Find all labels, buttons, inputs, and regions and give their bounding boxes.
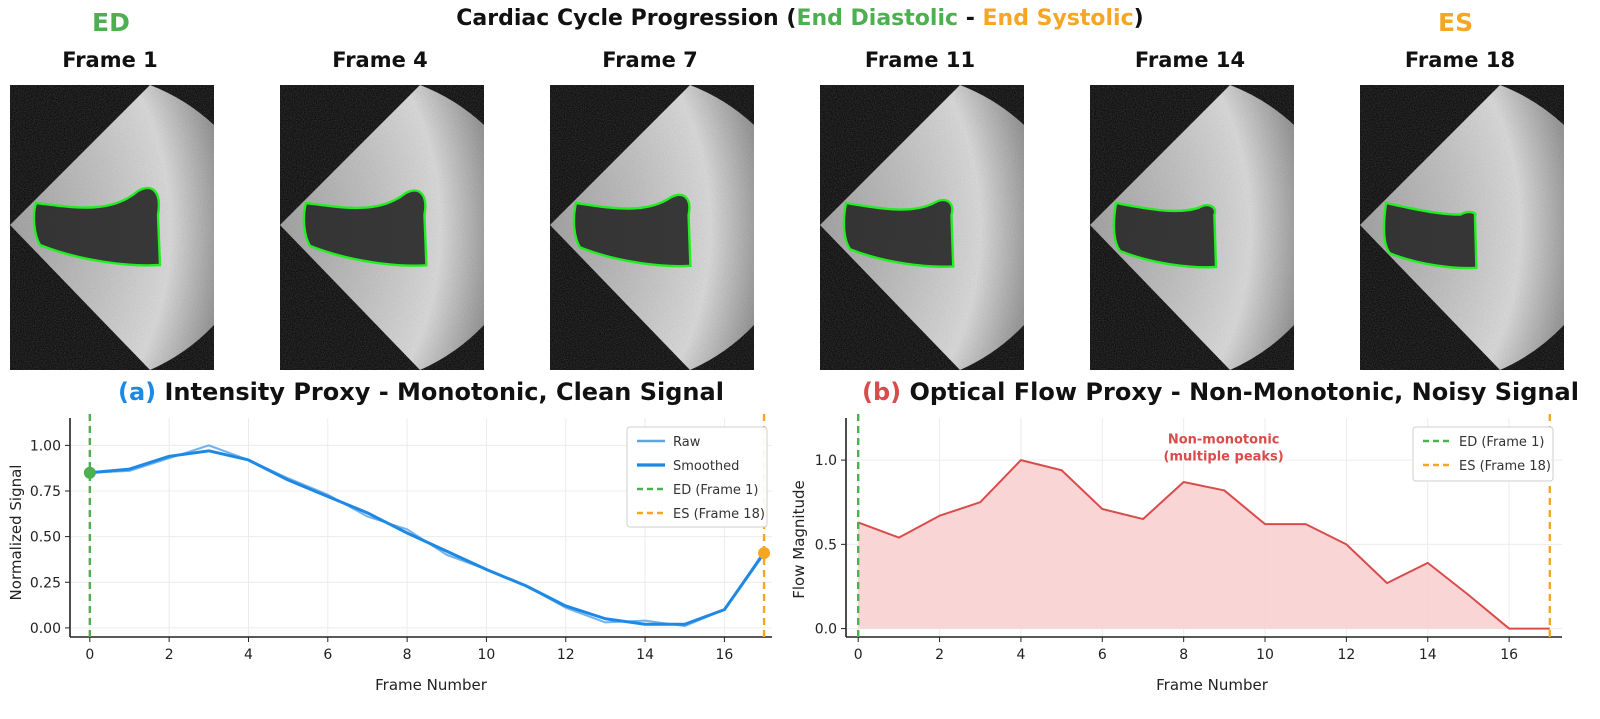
x-axis-label: Frame Number <box>1156 676 1269 694</box>
frame-image-2 <box>280 85 484 370</box>
ed-corner-label: ED <box>92 8 130 37</box>
title-es: End Systolic <box>982 6 1134 31</box>
frame-label-1: Frame 1 <box>62 48 158 72</box>
ventricle-contour <box>1112 201 1218 269</box>
legend-ed-label: ED (Frame 1) <box>673 483 758 498</box>
x-tick-label: 0 <box>85 647 94 663</box>
x-tick-label: 6 <box>1098 647 1107 663</box>
ultrasound-sector <box>1090 85 1294 370</box>
y-tick-label: 0.50 <box>30 530 61 546</box>
title-suffix: ) <box>1133 6 1144 31</box>
figure-title: Cardiac Cycle Progression (End Diastolic… <box>0 6 1600 31</box>
frame-image-6 <box>1360 85 1564 370</box>
panel-a-text: Intensity Proxy - Monotonic, Clean Signa… <box>156 378 724 406</box>
es-marker <box>758 547 771 560</box>
ventricle-contour <box>1382 201 1478 270</box>
ventricle-contour <box>842 198 955 268</box>
frame-image-5 <box>1090 85 1294 370</box>
x-tick-label: 14 <box>636 647 654 663</box>
x-tick-label: 8 <box>1179 647 1188 663</box>
panel-b-letter: (b) <box>862 378 902 406</box>
legend-smoothed-label: Smoothed <box>673 459 739 474</box>
x-tick-label: 10 <box>478 647 496 663</box>
panel-a-letter: (a) <box>118 378 157 406</box>
frame-label-6: Frame 18 <box>1404 48 1516 72</box>
y-tick-label: 0.5 <box>815 537 837 553</box>
x-tick-label: 2 <box>165 647 174 663</box>
y-axis-label: Normalized Signal <box>7 465 25 601</box>
y-tick-label: 0.75 <box>30 484 61 500</box>
legend-box <box>626 426 768 528</box>
y-tick-label: 1.0 <box>815 453 837 469</box>
ultrasound-sector <box>550 85 754 370</box>
x-tick-label: 16 <box>715 647 733 663</box>
frame-image-1 <box>10 85 214 370</box>
x-axis-label: Frame Number <box>375 676 488 694</box>
x-tick-label: 4 <box>244 647 253 663</box>
annotation-line-2: (multiple peaks) <box>1164 450 1284 465</box>
y-tick-label: 0.25 <box>30 575 61 591</box>
frame-image-3 <box>550 85 754 370</box>
frame-image-4 <box>820 85 1024 370</box>
x-tick-label: 12 <box>1337 647 1355 663</box>
y-tick-label: 1.00 <box>30 438 61 454</box>
x-tick-label: 10 <box>1256 647 1274 663</box>
panel-a-title: (a) Intensity Proxy - Monotonic, Clean S… <box>118 378 724 406</box>
frame-label-2: Frame 4 <box>332 48 428 72</box>
annotation-line-1: Non-monotonic <box>1168 433 1280 448</box>
x-tick-label: 2 <box>935 647 944 663</box>
ultrasound-sector <box>820 85 1024 370</box>
ultrasound-sector <box>10 85 214 370</box>
ventricle-chamber <box>303 190 427 266</box>
title-sep: - <box>958 6 983 31</box>
y-axis-label: Flow Magnitude <box>790 480 808 598</box>
ultrasound-sector <box>280 85 484 370</box>
ventricle-chamber <box>843 200 954 267</box>
ventricle-contour <box>32 186 162 267</box>
title-prefix: Cardiac Cycle Progression ( <box>456 6 797 31</box>
es-corner-label: ES <box>1438 8 1474 37</box>
chart-a-intensity: 0 2 4 6 8 10 12 14 16 0.00 0.25 0.50 0.75 1.00 Frame N… <box>7 414 772 694</box>
x-tick-label: 12 <box>557 647 575 663</box>
flow-area-fill <box>858 460 1550 629</box>
title-ed: End Diastolic <box>796 6 959 31</box>
panel-b-text: Optical Flow Proxy - Non-Monotonic, Nois… <box>901 378 1579 406</box>
x-tick-label: 14 <box>1419 647 1437 663</box>
y-tick-label: 0.00 <box>30 621 61 637</box>
ventricle-chamber <box>1383 203 1477 269</box>
legend-raw-label: Raw <box>673 435 701 450</box>
frame-label-5: Frame 14 <box>1134 48 1246 72</box>
ventricle-contour <box>572 193 692 268</box>
x-tick-label: 0 <box>854 647 863 663</box>
panel-b-title: (b) Optical Flow Proxy - Non-Monotonic, … <box>862 378 1579 406</box>
legend-es-label: ES (Frame 18) <box>673 507 765 522</box>
frame-label-4: Frame 11 <box>864 48 976 72</box>
x-tick-label: 6 <box>323 647 332 663</box>
ventricle-contour <box>302 189 428 267</box>
ultrasound-sector <box>1360 85 1564 370</box>
x-tick-label: 8 <box>403 647 412 663</box>
ventricle-chamber <box>1113 203 1216 268</box>
x-tick-label: 4 <box>1016 647 1025 663</box>
smoothed-series-line <box>89 449 766 626</box>
legend-es-label: ES (Frame 18) <box>1459 459 1551 474</box>
ed-marker <box>83 466 96 479</box>
frame-label-3: Frame 7 <box>602 48 698 72</box>
flow-series-line <box>857 459 1550 630</box>
legend-ed-label: ED (Frame 1) <box>1459 435 1544 450</box>
ventricle-chamber <box>573 194 691 267</box>
x-tick-label: 16 <box>1500 647 1518 663</box>
y-tick-label: 0.0 <box>815 622 837 638</box>
